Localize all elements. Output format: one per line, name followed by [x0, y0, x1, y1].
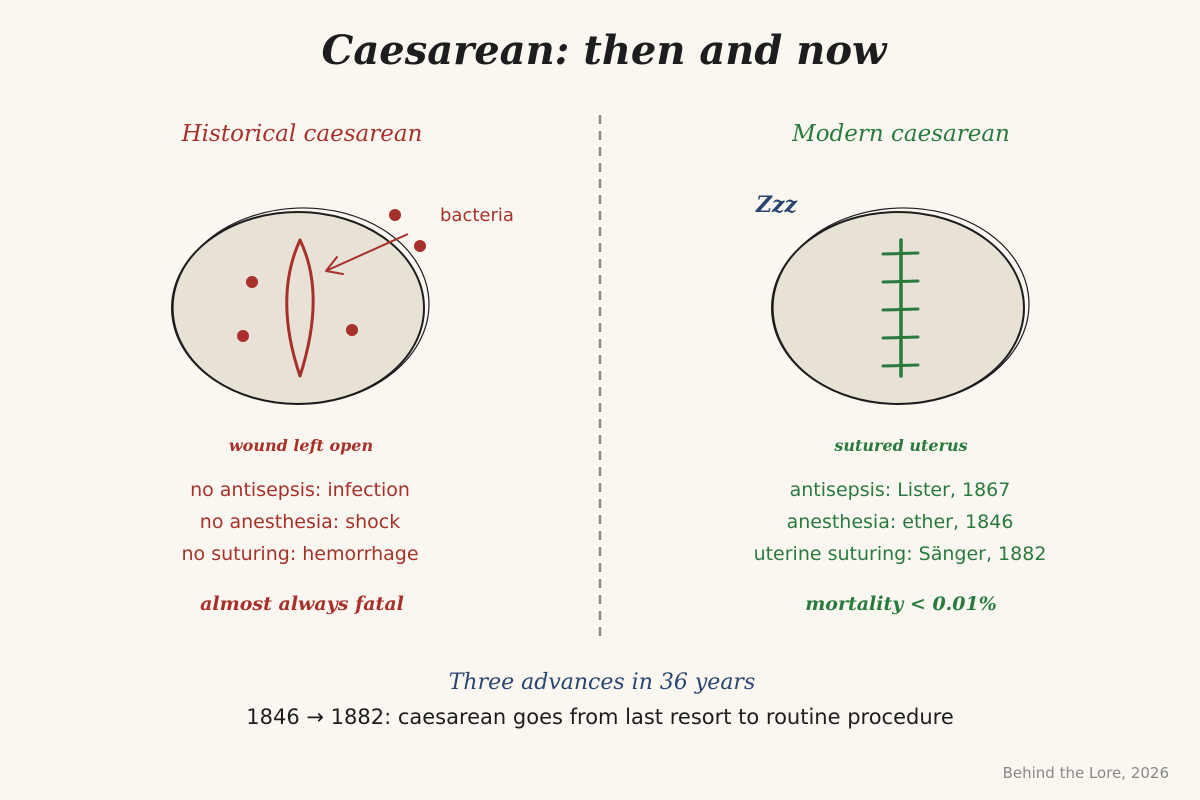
bacteria-arrow-head — [325, 256, 344, 275]
historical-caption: wound left open — [229, 436, 373, 455]
modern-fact: anesthesia: ether, 1846 — [787, 511, 1014, 533]
modern-uterus — [771, 211, 1025, 405]
historical-uterus-sketch-line — [172, 207, 430, 405]
bacteria-dot — [389, 209, 401, 221]
suture-stitch — [881, 335, 920, 340]
bacteria-arrow — [327, 233, 409, 271]
historical-fact: no antisepsis: infection — [190, 479, 410, 501]
modern-fact: antisepsis: Lister, 1867 — [790, 479, 1011, 501]
modern-heading: Modern caesarean — [791, 121, 1010, 147]
bacteria-dot — [346, 324, 358, 336]
historical-fact: no anesthesia: shock — [200, 511, 400, 533]
bacteria-label: bacteria — [440, 205, 514, 226]
summary-heading: Three advances in 36 years — [449, 670, 756, 695]
modern-fact: uterine suturing: Sänger, 1882 — [754, 543, 1047, 565]
modern-panel: Modern caesarean Zzz sutured uterus anti… — [754, 121, 1047, 615]
modern-caption: sutured uterus — [833, 436, 967, 455]
historical-heading: Historical caesarean — [181, 121, 423, 147]
suture-stitch — [881, 251, 920, 256]
historical-panel: Historical caesarean bacteria wound left… — [171, 121, 514, 615]
bacteria-dot — [237, 330, 249, 342]
credit-label: Behind the Lore, 2026 — [1003, 764, 1169, 782]
sleep-label: Zzz — [755, 192, 798, 218]
suture-stitch — [881, 307, 920, 312]
historical-fact: no suturing: hemorrhage — [181, 543, 418, 565]
open-wound — [285, 238, 315, 378]
modern-uterus-sketch-line — [772, 207, 1030, 405]
modern-outcome: mortality < 0.01% — [805, 593, 997, 615]
bacteria-dot — [414, 240, 426, 252]
summary-text: 1846 → 1882: caesarean goes from last re… — [246, 705, 954, 729]
bacteria-dot — [246, 276, 258, 288]
suture-stitch — [881, 363, 920, 368]
diagram-title: Caesarean: then and now — [322, 27, 889, 74]
suture-stitch — [881, 279, 920, 284]
historical-outcome: almost always fatal — [200, 593, 404, 615]
